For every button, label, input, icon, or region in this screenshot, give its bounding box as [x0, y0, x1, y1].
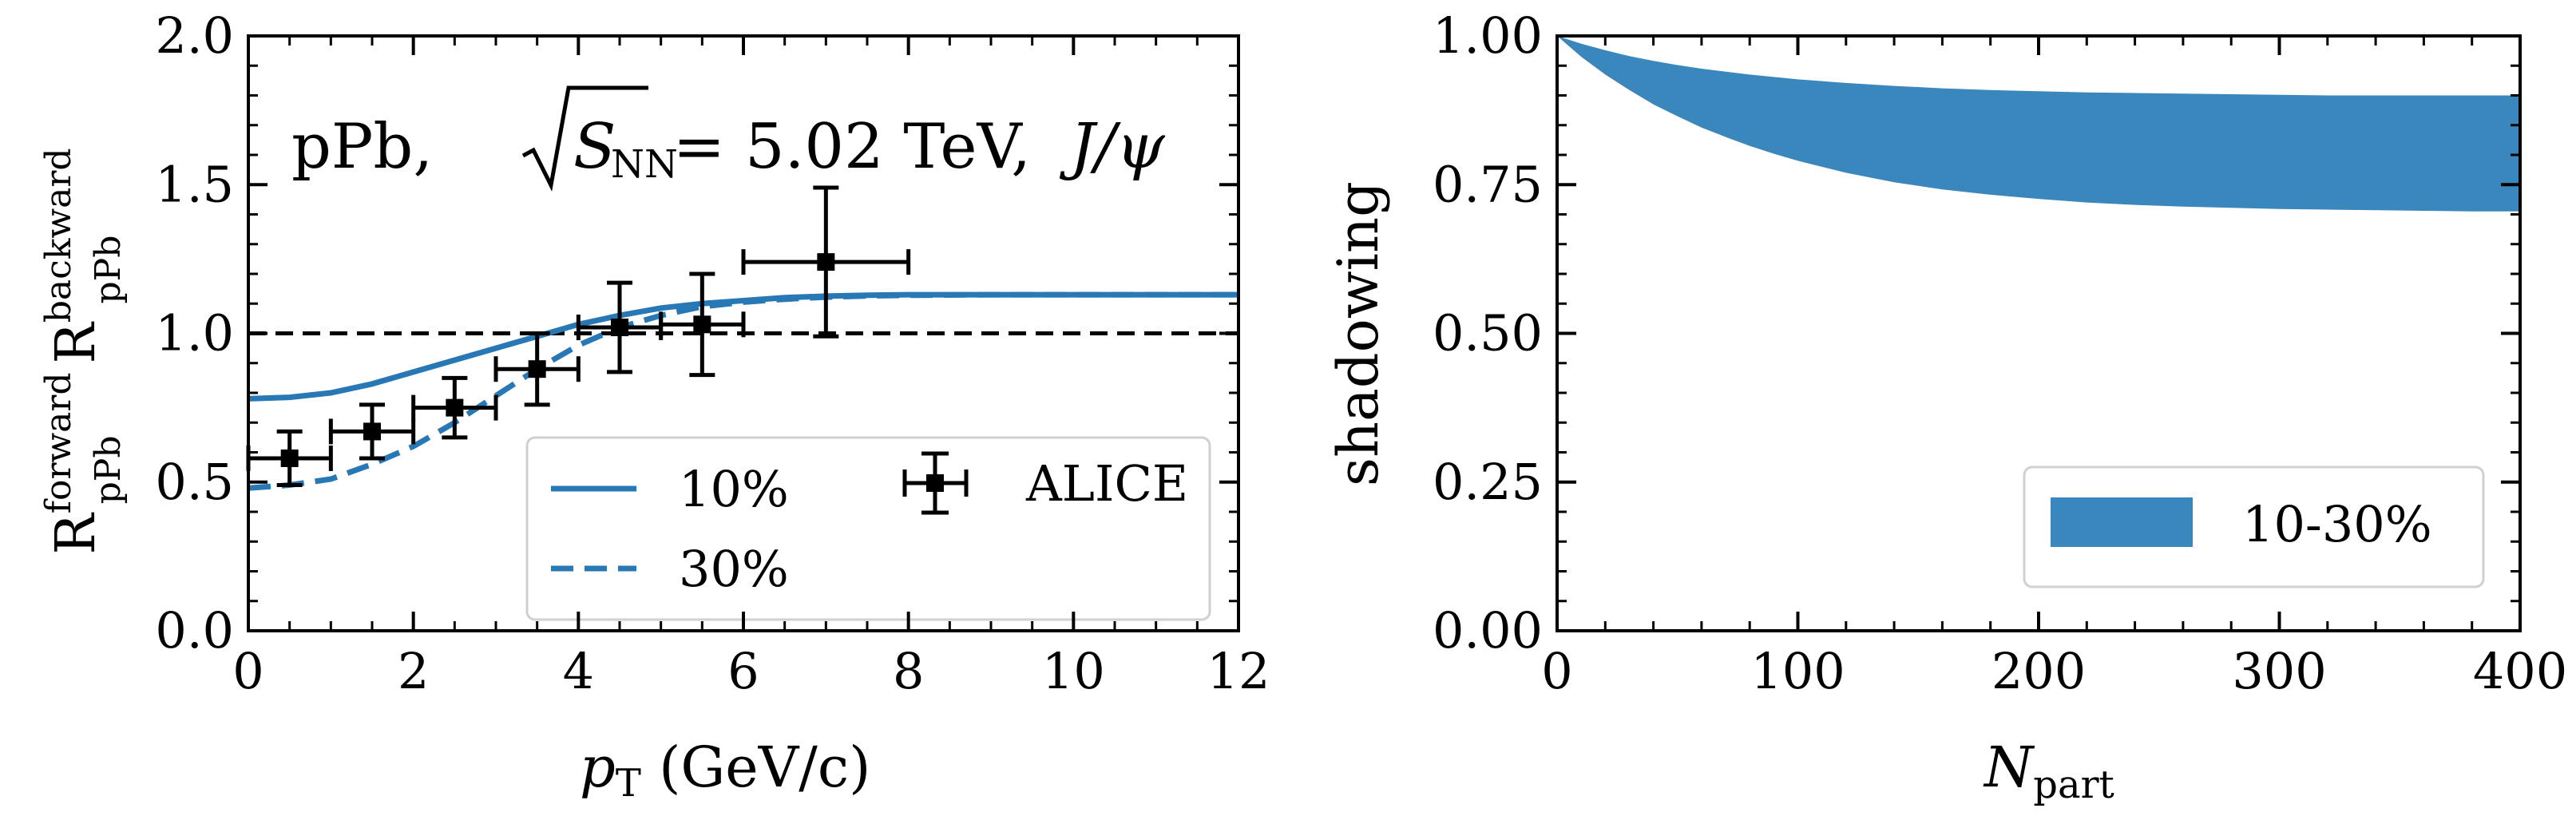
left-x-tick-label: 10: [1042, 642, 1105, 700]
left-x-label-unit: (GeV/c): [641, 735, 871, 800]
left-x-label-main: p: [580, 735, 616, 800]
right-x-tick-label: 100: [1750, 642, 1845, 700]
right-y-tick-label: 0.25: [1433, 453, 1543, 511]
left-y-tick-label: 1.0: [155, 304, 234, 362]
left-x-tick-label: 6: [727, 642, 759, 700]
left-y-tick-label: 1.5: [155, 155, 234, 213]
right-y-tick-label: 0.00: [1433, 601, 1543, 660]
left-x-tick-label: 0: [232, 642, 264, 700]
right-x-tick-label: 400: [2473, 642, 2567, 700]
ylabel-r1-sub: pPb: [88, 435, 129, 504]
shadowing-band: [1557, 36, 2520, 212]
left-points-layer: [246, 185, 911, 487]
right-x-tick-label: 0: [1541, 642, 1572, 700]
right-x-label-main: N: [1983, 735, 2035, 800]
ylabel-r1: R: [45, 513, 108, 555]
right-y-axis-label: shadowing: [1326, 181, 1391, 486]
right-x-tick-label: 200: [1991, 642, 2086, 700]
legend-label-10pct: 10%: [679, 460, 789, 518]
right-legend: 10-30%: [2023, 466, 2485, 588]
left-y-tick-label: 2.0: [155, 6, 234, 65]
alice-point: [493, 331, 581, 407]
ylabel-r2-sub: pPb: [88, 236, 129, 304]
right-y-tick-label: 0.50: [1433, 304, 1543, 362]
right-x-tick-label: 300: [2232, 642, 2326, 700]
alice-point: [246, 429, 333, 487]
ylabel-r2-sup: backward: [38, 148, 79, 323]
legend-label-30pct: 30%: [679, 540, 789, 598]
left-ticks: 0 2 4 6 8 10 12 0.0 0.5 1.0 1.5 2.0: [155, 6, 1270, 700]
left-x-tick-label: 2: [398, 642, 429, 700]
legend-swatch-alice: [902, 451, 969, 515]
left-legend-frame: [525, 436, 1211, 621]
alice-point: [741, 185, 911, 339]
alice-point: [411, 375, 498, 440]
left-x-label-sub: T: [616, 761, 641, 806]
right-series-layer: [1557, 36, 2520, 212]
right-chart: 10-30% 0 100 200 300 400 0.00 0.25 0.50 0.75 1.00…: [1326, 6, 2567, 807]
left-legend: 10% 30% ALICE: [525, 436, 1211, 621]
left-x-tick-label: 4: [563, 642, 594, 700]
sqrt-symbol: [521, 85, 648, 192]
left-x-tick-label: 8: [893, 642, 924, 700]
alice-point: [659, 271, 746, 378]
left-x-axis-label: pT (GeV/c): [580, 735, 870, 806]
alice-point: [576, 280, 664, 374]
left-chart: pPb, S NN = 5.02 TeV, J/ψ 10% 30%: [38, 6, 1270, 806]
legend-label-alice: ALICE: [1025, 454, 1188, 513]
right-x-axis-label: Npart: [1983, 735, 2114, 807]
alice-point: [328, 402, 416, 461]
annotation-radicand: S: [573, 111, 616, 183]
left-y-tick-label: 0.5: [155, 453, 234, 511]
left-x-tick-label: 12: [1207, 642, 1270, 700]
series-line-10pct: [248, 291, 1238, 402]
left-y-axis-label: Rforward pPbRbackward pPb: [38, 148, 129, 554]
legend-swatch-10-30pct: [2051, 497, 2193, 547]
annotation-radicand-sub: NN: [611, 142, 678, 187]
right-y-tick-label: 1.00: [1433, 6, 1543, 65]
ylabel-r1-sup: forward: [38, 372, 79, 513]
right-y-tick-label: 0.75: [1433, 155, 1543, 213]
left-y-tick-label: 0.0: [155, 601, 234, 660]
legend-label-10-30pct: 10-30%: [2242, 495, 2432, 553]
right-ticks: 0 100 200 300 400 0.00 0.25 0.50 0.75 1.00: [1433, 6, 2567, 700]
ylabel-r2: R: [45, 321, 108, 363]
annotation-value: = 5.02 TeV,: [653, 111, 1051, 183]
annotation-particle: J/ψ: [1059, 111, 1166, 183]
annotation-prefix: pPb,: [291, 111, 433, 183]
right-x-label-sub: part: [2033, 763, 2114, 807]
right-legend-frame: [2023, 466, 2485, 588]
left-annotation: pPb,: [291, 111, 433, 183]
